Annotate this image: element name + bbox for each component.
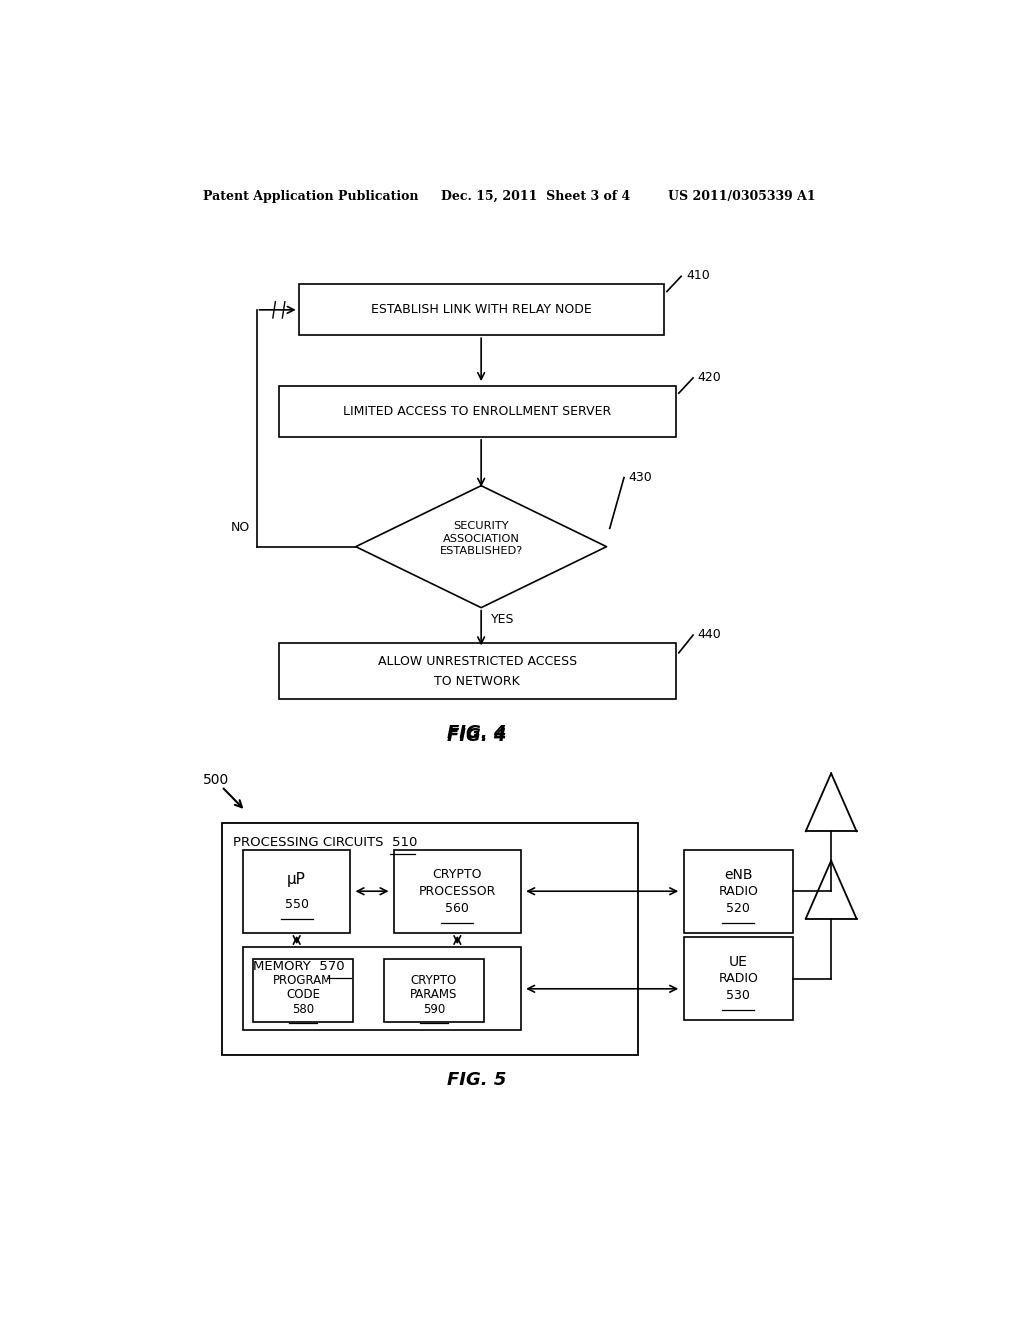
Text: μP: μP xyxy=(287,871,306,887)
Text: LIMITED ACCESS TO ENROLLMENT SERVER: LIMITED ACCESS TO ENROLLMENT SERVER xyxy=(343,405,611,418)
FancyBboxPatch shape xyxy=(253,960,352,1022)
FancyBboxPatch shape xyxy=(394,850,521,933)
Text: Patent Application Publication: Patent Application Publication xyxy=(204,190,419,202)
Text: RADIO: RADIO xyxy=(719,972,758,985)
Text: CODE: CODE xyxy=(286,989,319,1002)
Text: 430: 430 xyxy=(629,471,652,483)
Text: ALLOW UNRESTRICTED ACCESS: ALLOW UNRESTRICTED ACCESS xyxy=(378,655,577,668)
Text: 590: 590 xyxy=(423,1003,445,1015)
Text: 560: 560 xyxy=(445,902,469,915)
Text: PROGRAM: PROGRAM xyxy=(273,974,333,987)
Text: 550: 550 xyxy=(285,898,308,911)
Text: PROCESSOR: PROCESSOR xyxy=(419,884,496,898)
Text: 420: 420 xyxy=(697,371,722,384)
Text: CRYPTO: CRYPTO xyxy=(432,869,482,882)
Text: PARAMS: PARAMS xyxy=(411,989,458,1002)
Text: CRYPTO: CRYPTO xyxy=(411,974,457,987)
Text: YES: YES xyxy=(490,614,514,627)
Text: US 2011/0305339 A1: US 2011/0305339 A1 xyxy=(668,190,815,202)
Text: 500: 500 xyxy=(204,774,229,788)
Text: FIG. 5: FIG. 5 xyxy=(447,1072,507,1089)
FancyBboxPatch shape xyxy=(243,850,350,933)
Text: UE: UE xyxy=(729,956,748,969)
Text: MEMORY  570: MEMORY 570 xyxy=(253,961,344,973)
Text: NO: NO xyxy=(231,521,250,535)
FancyBboxPatch shape xyxy=(243,948,521,1031)
Text: TO NETWORK: TO NETWORK xyxy=(434,675,520,688)
Text: SECURITY
ASSOCIATION
ESTABLISHED?: SECURITY ASSOCIATION ESTABLISHED? xyxy=(439,521,523,556)
Text: FIG. 4: FIG. 4 xyxy=(447,723,507,742)
FancyBboxPatch shape xyxy=(684,850,793,933)
Text: 520: 520 xyxy=(726,902,751,915)
FancyBboxPatch shape xyxy=(221,824,638,1055)
Text: RADIO: RADIO xyxy=(719,884,758,898)
FancyBboxPatch shape xyxy=(299,284,664,335)
Text: FIG. 4: FIG. 4 xyxy=(447,727,507,744)
Text: 410: 410 xyxy=(686,269,710,282)
FancyBboxPatch shape xyxy=(684,937,793,1020)
Text: Dec. 15, 2011  Sheet 3 of 4: Dec. 15, 2011 Sheet 3 of 4 xyxy=(441,190,631,202)
Text: 530: 530 xyxy=(726,990,751,1002)
Text: eNB: eNB xyxy=(724,869,753,882)
FancyBboxPatch shape xyxy=(279,385,676,437)
FancyBboxPatch shape xyxy=(279,643,676,700)
Text: 440: 440 xyxy=(697,628,722,642)
Text: 580: 580 xyxy=(292,1003,314,1015)
Text: ESTABLISH LINK WITH RELAY NODE: ESTABLISH LINK WITH RELAY NODE xyxy=(371,304,592,317)
FancyBboxPatch shape xyxy=(384,960,483,1022)
Text: PROCESSING CIRCUITS  510: PROCESSING CIRCUITS 510 xyxy=(232,837,417,849)
